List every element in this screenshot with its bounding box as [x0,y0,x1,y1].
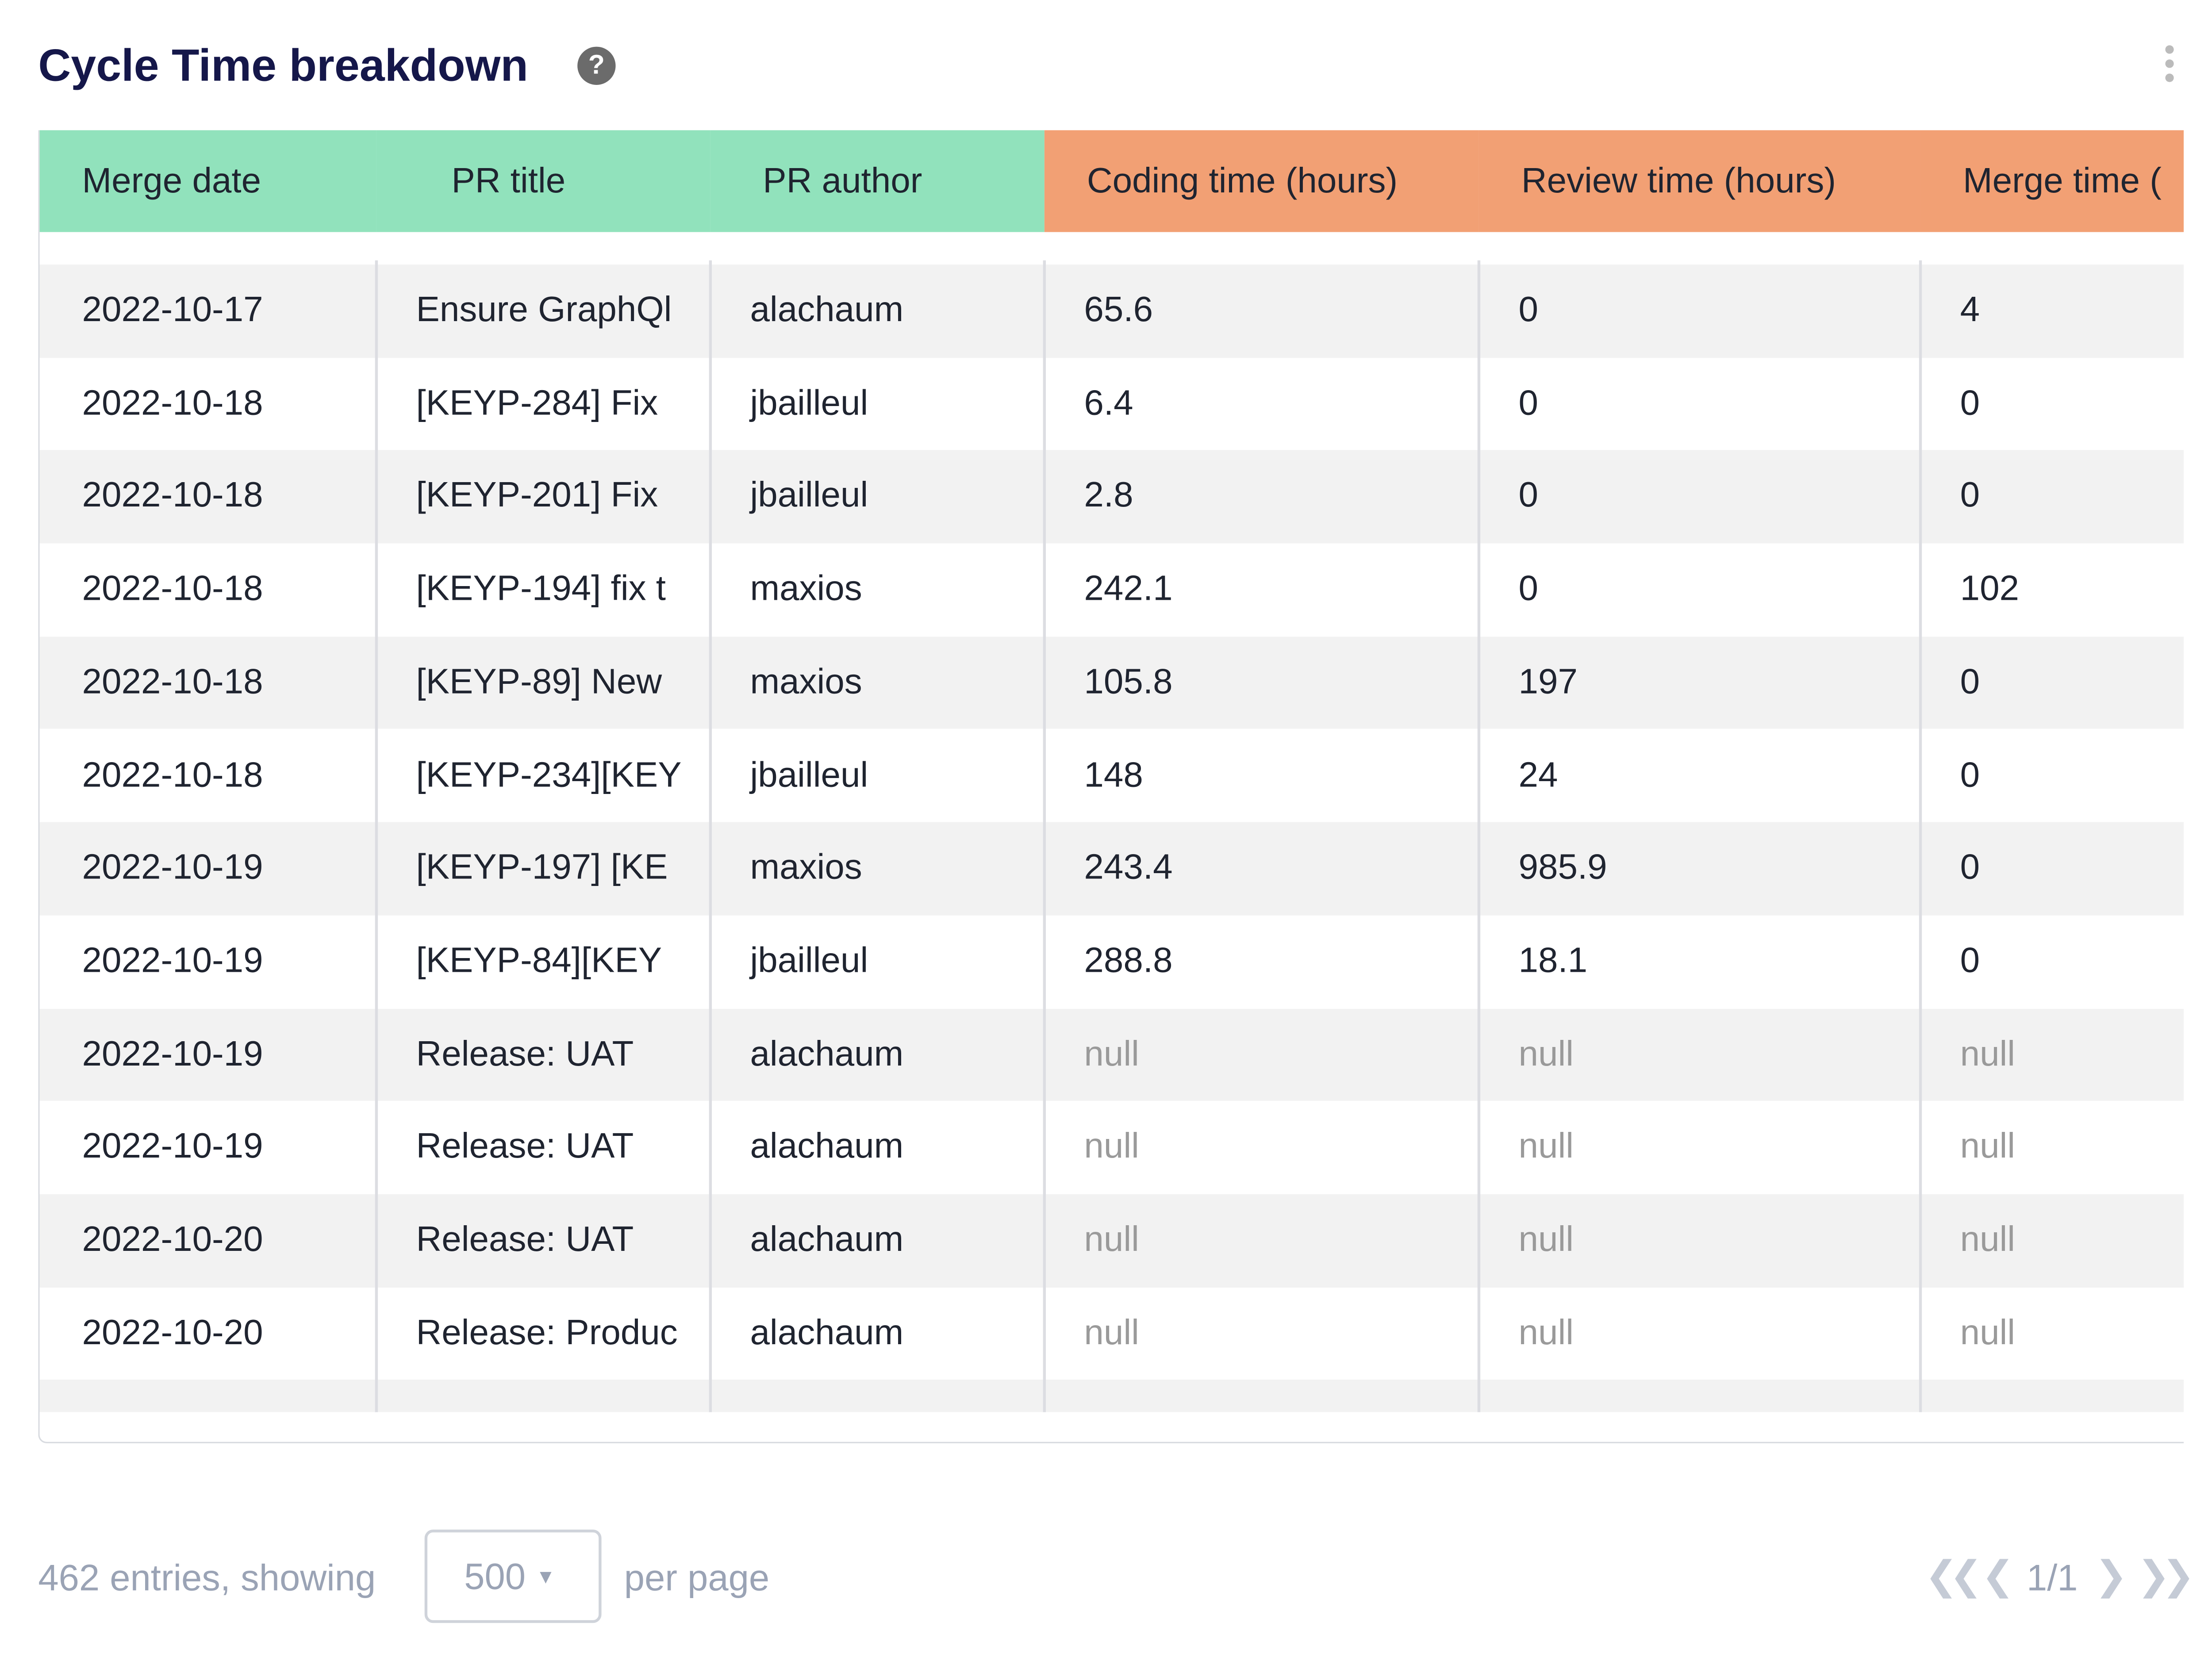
next-page[interactable]: ❯ [2094,1553,2128,1598]
table-cell: 242.1 [1084,569,1173,609]
table-cell: 65.6 [1084,290,1153,330]
page-size-select[interactable]: 500 ▼ [424,1530,602,1623]
table-cell: 24 [1518,755,1558,795]
table-cell: 2.8 [1084,476,1133,516]
table-cell: null [1084,1219,1139,1260]
table-cell: [KEYP-284] Fix [416,383,658,423]
table-cell: Release: Produc [416,1312,678,1353]
page-size: 500 [464,1555,526,1598]
table-cell: 0 [1518,476,1538,516]
column-divider [1919,260,1922,1413]
table-cell: 2022-10-20 [82,1219,263,1260]
table-cell: 197 [1518,662,1578,702]
table-cell: 0 [1518,569,1538,609]
table-cell: null [1960,1034,2016,1074]
table-cell: 0 [1518,290,1538,330]
entries-text: 462 entries, showing [38,1556,376,1599]
table-cell: 102 [1960,569,2020,609]
widget-title: Cycle Time breakdown [38,39,528,91]
table-cell: [KEYP-84][KEY [416,940,662,981]
column-divider [375,260,378,1413]
first-page[interactable]: ❮❮ [1924,1553,1983,1598]
table-cell: null [1960,1312,2016,1353]
column-header[interactable]: Review time (hours) [1479,130,1921,232]
page-indicator: 1/1 [2026,1556,2078,1599]
table-cell: jbailleul [750,755,868,795]
table-cell: 243.4 [1084,847,1173,888]
table-cell: 985.9 [1518,847,1607,888]
table-cell: Release: UAT [416,1219,634,1260]
table: 2022-10-17 Ensure GraphQl alachaum 65.6 0 4 20… [38,130,2184,1443]
table-cell: 0 [1960,847,1980,888]
table-cell: 2022-10-19 [82,1127,263,1166]
table-cell: null [1518,1034,1574,1074]
menu-button[interactable] [2165,45,2177,88]
table-cell: alachaum [750,1034,904,1074]
table-cell: maxios [750,847,862,888]
table-cell: null [1084,1127,1139,1166]
help-icon[interactable]: ? [577,46,616,85]
table-cell: Release: UAT [416,1034,634,1074]
column-header[interactable]: PR author [710,130,1045,232]
table-cell: null [1084,1034,1139,1074]
table-cell: 2022-10-19 [82,847,263,888]
table-cell: alachaum [750,1312,904,1353]
table-cell: null [1518,1127,1574,1166]
table-cell: 2022-10-20 [82,1312,263,1353]
table-cell: null [1960,1127,2016,1166]
table-cell: 6.4 [1084,383,1133,423]
table-cell: 2022-10-17 [82,290,263,330]
table-cell: 0 [1518,383,1538,423]
table-cell: 148 [1084,755,1143,795]
column-divider [709,260,712,1413]
table-cell: 18.1 [1518,940,1588,981]
last-page[interactable]: ❯❯ [2137,1553,2195,1598]
column-divider [1043,260,1046,1413]
table-cell: null [1960,1219,2016,1260]
table-cell: maxios [750,569,862,609]
table-cell: 288.8 [1084,940,1173,981]
table-cell: 2022-10-18 [82,476,263,516]
table-cell: 0 [1960,476,1980,516]
table-cell: 0 [1960,662,1980,702]
table-cell: 2022-10-18 [82,569,263,609]
column-header[interactable]: PR title [376,130,710,232]
table-cell: Release: UAT [416,1127,634,1166]
table-cell: jbailleul [750,383,868,423]
table-cell: 2022-10-18 [82,662,263,702]
table-cell: 2022-10-18 [82,383,263,423]
table-cell: [KEYP-234][KEY [416,755,682,795]
table-cell: [KEYP-201] Fix [416,476,658,516]
table-cell: jbailleul [750,476,868,516]
per-page-text: per page [624,1556,770,1599]
table-cell: null [1518,1219,1574,1260]
table-cell: alachaum [750,1127,904,1166]
table-cell: null [1518,1312,1574,1353]
table-cell: 2022-10-19 [82,1034,263,1074]
table-cell: 4 [1960,290,1980,330]
table-cell: [KEYP-197] [KE [416,847,668,888]
table-cell: 0 [1960,755,1980,795]
column-divider [1477,260,1481,1413]
table-cell: alachaum [750,1219,904,1260]
prev-page[interactable]: ❮ [1981,1553,2015,1598]
row-bg [39,1380,2184,1413]
table-cell: [KEYP-89] New [416,662,662,702]
table-cell: maxios [750,662,862,702]
table-cell: 0 [1960,940,1980,981]
table-cell: 2022-10-18 [82,755,263,795]
table-cell: [KEYP-194] fix t [416,569,666,609]
column-header[interactable]: Coding time (hours) [1044,130,1479,232]
table-cell: 2022-10-19 [82,940,263,981]
table-cell: 105.8 [1084,662,1173,702]
column-header[interactable]: Merge time ( [1920,130,2184,232]
column-header[interactable]: Merge date [39,130,376,232]
table-cell: 0 [1960,383,1980,423]
table-cell: jbailleul [750,940,868,981]
table-cell: Ensure GraphQl [416,290,672,330]
table-cell: null [1084,1312,1139,1353]
table-cell: alachaum [750,290,904,330]
